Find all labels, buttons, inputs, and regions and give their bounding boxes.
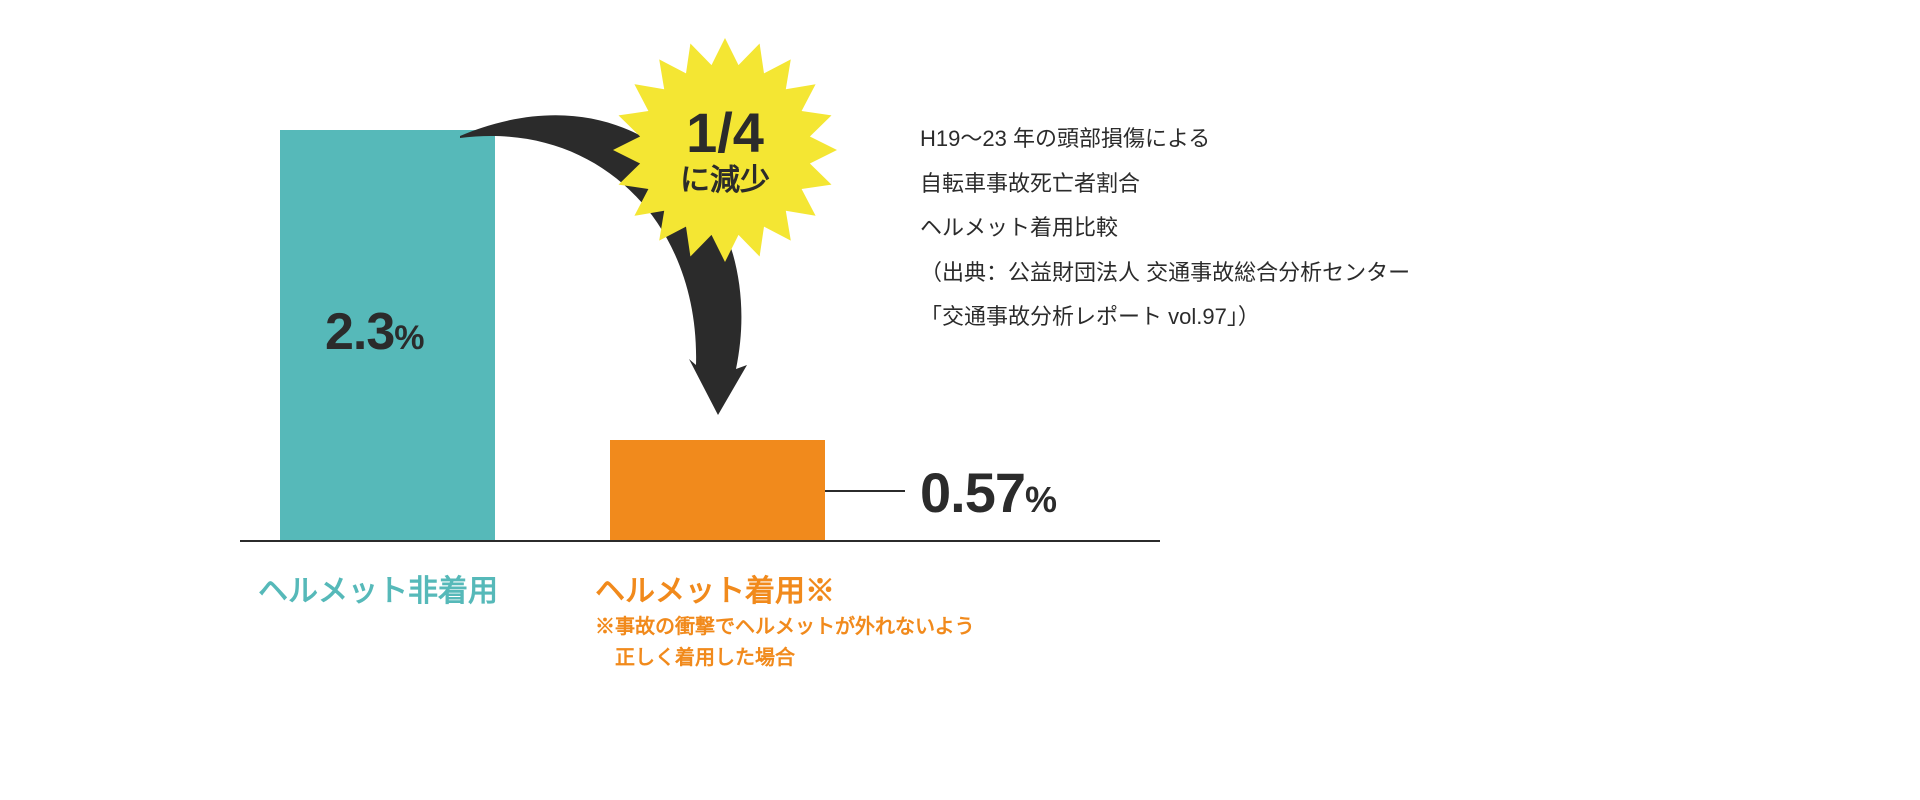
reduction-badge: 1/4に減少 — [610, 35, 840, 265]
callout-value-unit: % — [1025, 479, 1056, 520]
bar-label-helmet: ヘルメット着用※ — [595, 566, 835, 610]
bar-helmet — [610, 440, 825, 540]
reduction-badge-text: 1/4に減少 — [680, 104, 770, 196]
bar-value-unit: % — [394, 319, 423, 357]
callout-value-number: 0.57 — [920, 461, 1025, 524]
bar-value-no-helmet: 2.3% — [325, 302, 424, 362]
bar-label-no-helmet: ヘルメット非着用 — [258, 566, 498, 610]
bar-value-helmet: 0.57% — [920, 460, 1056, 525]
source-caption: H19〜23 年の頭部損傷による自転車事故死亡者割合ヘルメット着用比較 （出典：公… — [920, 120, 1410, 343]
footnote-line: 正しく着用した場合 — [595, 643, 975, 674]
burst-line2: に減少 — [680, 165, 770, 197]
chart-baseline — [240, 540, 1160, 542]
source-caption-line: 「交通事故分析レポート vol.97」） — [920, 298, 1410, 337]
callout-leader-line — [825, 490, 905, 492]
source-caption-line: 自転車事故死亡者割合 — [920, 165, 1410, 204]
source-caption-line: （出典：公益財団法人 交通事故総合分析センター — [920, 254, 1410, 293]
source-caption-line: ヘルメット着用比較 — [920, 209, 1410, 248]
helmet-footnote: ※事故の衝撃でヘルメットが外れないよう 正しく着用した場合 — [595, 612, 975, 674]
footnote-line: ※事故の衝撃でヘルメットが外れないよう — [595, 612, 975, 643]
bar-value-number: 2.3 — [325, 303, 394, 361]
burst-line1: 1/4 — [680, 104, 770, 163]
source-caption-line: H19〜23 年の頭部損傷による — [920, 120, 1410, 159]
